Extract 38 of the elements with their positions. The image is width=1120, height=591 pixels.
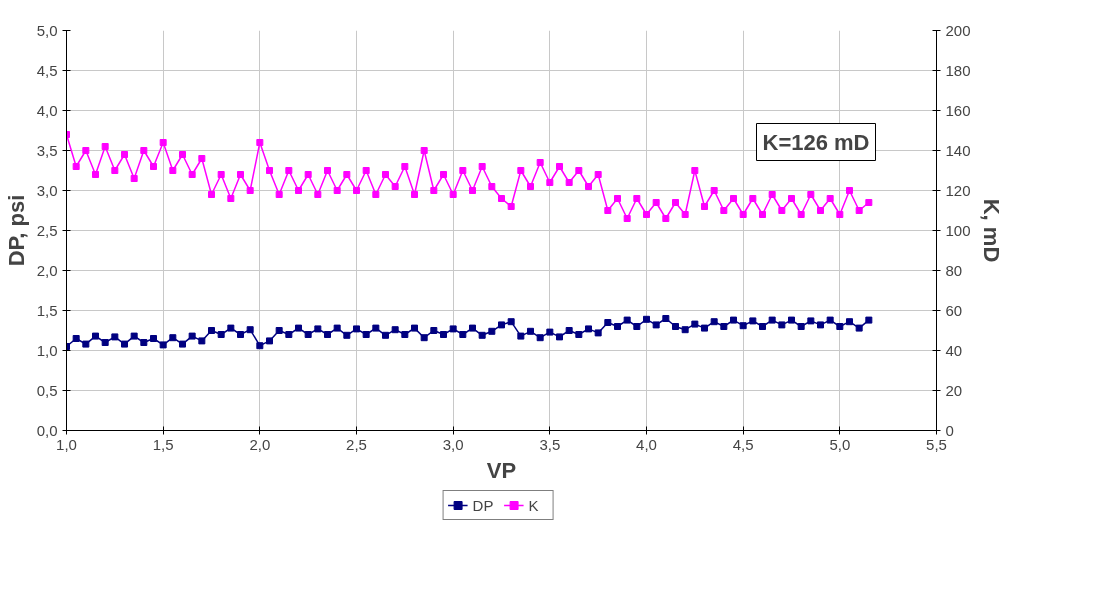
y-tick-label: 1,5 (36, 301, 58, 319)
y2-tick-label: 40 (945, 341, 963, 359)
y2-tick-label: 140 (945, 141, 971, 159)
x-tick-label: 5,0 (829, 435, 851, 453)
y2-tick-label: 160 (945, 101, 971, 119)
y-axis-title: DP, psi (3, 194, 29, 267)
legend-label: K (528, 496, 540, 514)
x-tick-label: 3,0 (442, 435, 464, 453)
y2-tick-label: 80 (945, 261, 963, 279)
y-tick-label: 0,5 (36, 381, 58, 399)
x-tick-label: 4,5 (732, 435, 754, 453)
x-axis-title: VP (486, 457, 517, 483)
y-tick-label: 0,0 (36, 421, 58, 439)
x-tick-label: 3,5 (539, 435, 561, 453)
x-tick-label: 2,5 (346, 435, 367, 453)
y-tick-label: 4,0 (36, 101, 58, 119)
annotation: K=126 mD (762, 129, 870, 155)
y-tick-label: 2,5 (36, 221, 58, 239)
y-tick-label: 3,0 (36, 181, 58, 199)
y2-axis-title: K, mD (978, 198, 1004, 263)
x-tick-label: 5,5 (926, 435, 947, 453)
y2-tick-label: 20 (945, 381, 963, 399)
y-tick-label: 3,5 (36, 141, 58, 159)
y2-tick-label: 120 (945, 181, 971, 199)
x-tick-label: 1,5 (152, 435, 174, 453)
y2-tick-label: 200 (945, 21, 971, 39)
legend-label: DP (472, 496, 494, 514)
y2-tick-label: 100 (945, 221, 971, 239)
y-tick-label: 2,0 (36, 261, 58, 279)
x-tick-label: 2,0 (249, 435, 271, 453)
y2-tick-label: 0 (945, 421, 954, 439)
y-tick-label: 1,0 (36, 341, 58, 359)
y2-tick-label: 60 (945, 301, 963, 319)
y2-tick-label: 180 (945, 61, 971, 79)
x-tick-label: 1,0 (56, 435, 77, 453)
y-tick-label: 4,5 (36, 61, 58, 79)
y-tick-label: 5,0 (36, 21, 58, 39)
x-tick-label: 4,0 (636, 435, 657, 453)
